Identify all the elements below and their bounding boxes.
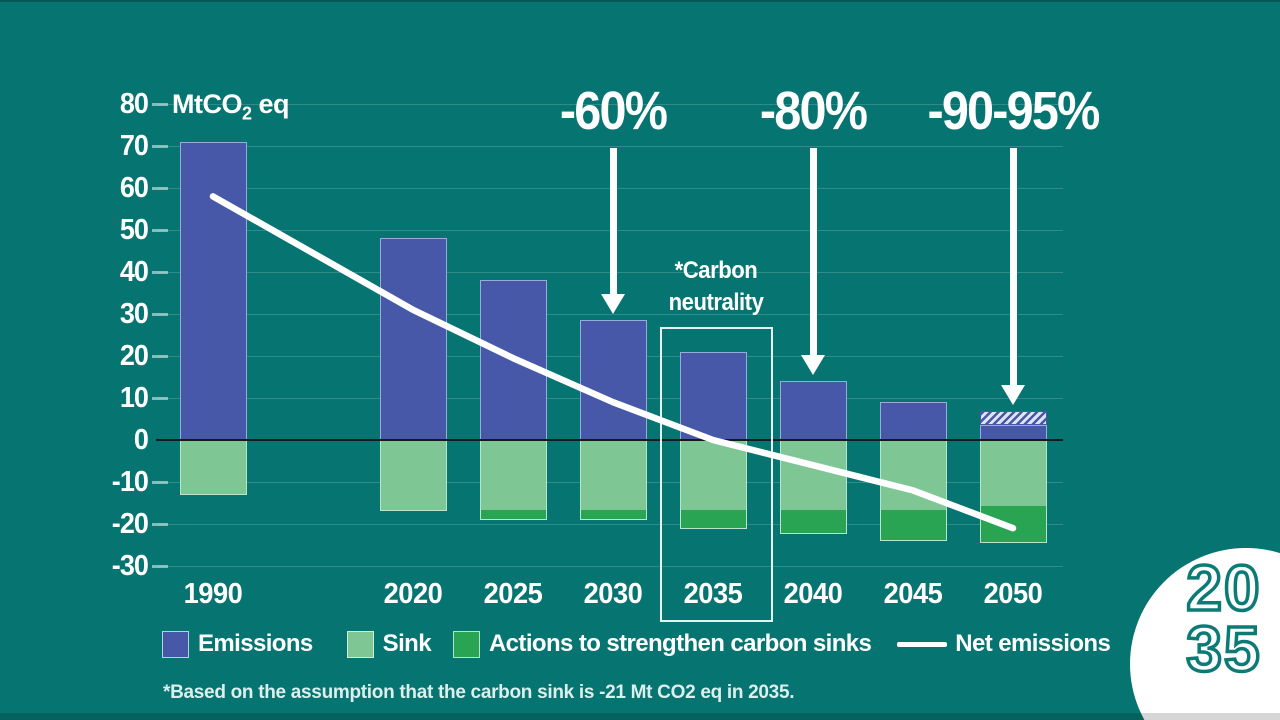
- bar-sink-1990: [179, 440, 247, 495]
- arrow-shaft-2050: [1009, 148, 1017, 385]
- bar-emissions-2040: [779, 381, 847, 440]
- x-tick-1990: 1990: [183, 578, 243, 610]
- legend-label-sink: Sink: [382, 630, 432, 657]
- carbon-neutrality-label: *Carbon neutrality: [668, 257, 764, 316]
- bar-sink-2045: [879, 440, 947, 541]
- bar-emissions-range-2050: [979, 410, 1047, 426]
- y-tick-mark-40: [152, 270, 168, 274]
- x-tick-2025: 2025: [483, 578, 543, 610]
- gridline--30: [158, 565, 1063, 567]
- y-tick-mark-30: [152, 312, 168, 316]
- annotation-label-2050: -90-95%: [927, 81, 1100, 141]
- logo-line2: 35: [1185, 613, 1262, 685]
- carbon-neutrality-box: [660, 327, 773, 622]
- y-tick-70: 70: [119, 130, 149, 162]
- arrow-head-2030: [601, 294, 625, 315]
- bar-actions-2050: [980, 506, 1046, 542]
- bar-sink-2025: [479, 440, 547, 520]
- logo-2035-circle: 20 35: [1130, 548, 1280, 720]
- y-tick-50: 50: [119, 214, 149, 246]
- x-tick-2050: 2050: [983, 578, 1043, 610]
- bar-emissions-1990: [179, 141, 247, 440]
- y-tick-mark-70: [152, 144, 168, 148]
- bar-emissions-2050: [979, 425, 1047, 440]
- bar-actions-2040: [780, 510, 846, 534]
- legend-swatch-sink: [346, 630, 374, 658]
- bar-actions-2030: [580, 510, 646, 519]
- y-tick-0: 0: [133, 424, 149, 456]
- legend-swatch-emissions: [162, 630, 189, 658]
- arrow-head-2050: [1001, 384, 1025, 405]
- zero-axis-line: [156, 439, 1063, 441]
- y-tick-mark-10: [152, 396, 168, 400]
- x-tick-2040: 2040: [783, 578, 843, 610]
- y-tick-mark--20: [152, 522, 168, 526]
- y-tick--10: -10: [111, 466, 149, 498]
- gridline-70: [158, 145, 1063, 147]
- y-tick-60: 60: [119, 172, 149, 204]
- y-tick-mark--30: [152, 564, 168, 568]
- bottom-edge-strip: [0, 713, 1280, 720]
- top-edge-strip: [0, 0, 1280, 2]
- y-tick-80: 80: [119, 88, 149, 120]
- logo-line1: 20: [1185, 552, 1262, 624]
- x-tick-2045: 2045: [883, 578, 943, 610]
- legend-label-emissions: Emissions: [198, 630, 313, 657]
- legend-line-swatch: [897, 641, 948, 647]
- annotation-label-2040: -80%: [759, 81, 868, 141]
- y-tick-mark-50: [152, 228, 168, 232]
- y-tick--30: -30: [111, 550, 149, 582]
- annotation-label-2030: -60%: [559, 81, 668, 141]
- y-tick-40: 40: [119, 256, 149, 288]
- x-tick-2035: 2035: [683, 578, 743, 610]
- bar-emissions-2030: [579, 320, 647, 440]
- bar-emissions-2020: [379, 238, 447, 440]
- y-tick-30: 30: [119, 298, 149, 330]
- bar-actions-2025: [480, 510, 546, 519]
- bar-emissions-2045: [879, 402, 947, 440]
- gridline-80: [158, 103, 1063, 105]
- legend-swatch-actions: [452, 630, 480, 658]
- arrow-shaft-2040: [809, 148, 817, 356]
- y-tick-20: 20: [119, 340, 149, 372]
- legend-label-net-emissions: Net emissions: [955, 630, 1111, 657]
- arrow-shaft-2030: [609, 148, 617, 295]
- x-tick-2030: 2030: [583, 578, 643, 610]
- bar-sink-2030: [579, 440, 647, 520]
- y-tick--20: -20: [111, 508, 149, 540]
- logo-2035-text: 20 35: [1146, 554, 1280, 683]
- y-tick-10: 10: [119, 382, 149, 414]
- x-tick-2020: 2020: [383, 578, 443, 610]
- y-tick-mark-60: [152, 186, 168, 190]
- arrow-head-2040: [801, 355, 825, 376]
- y-axis-unit: MtCO2 eq: [172, 89, 290, 124]
- bar-emissions-2025: [479, 280, 547, 440]
- bar-actions-2045: [880, 510, 946, 540]
- bar-sink-2020: [379, 440, 447, 512]
- footnote: *Based on the assumption that the carbon…: [163, 682, 795, 703]
- bar-sink-2040: [779, 440, 847, 535]
- bar-sink-2050: [979, 440, 1047, 543]
- y-tick-mark-20: [152, 354, 168, 358]
- y-tick-mark--10: [152, 480, 168, 484]
- legend: Emissions Sink Actions to strengthen car…: [162, 630, 1111, 658]
- legend-label-actions: Actions to strengthen carbon sinks: [488, 630, 872, 657]
- y-tick-mark-80: [152, 102, 168, 106]
